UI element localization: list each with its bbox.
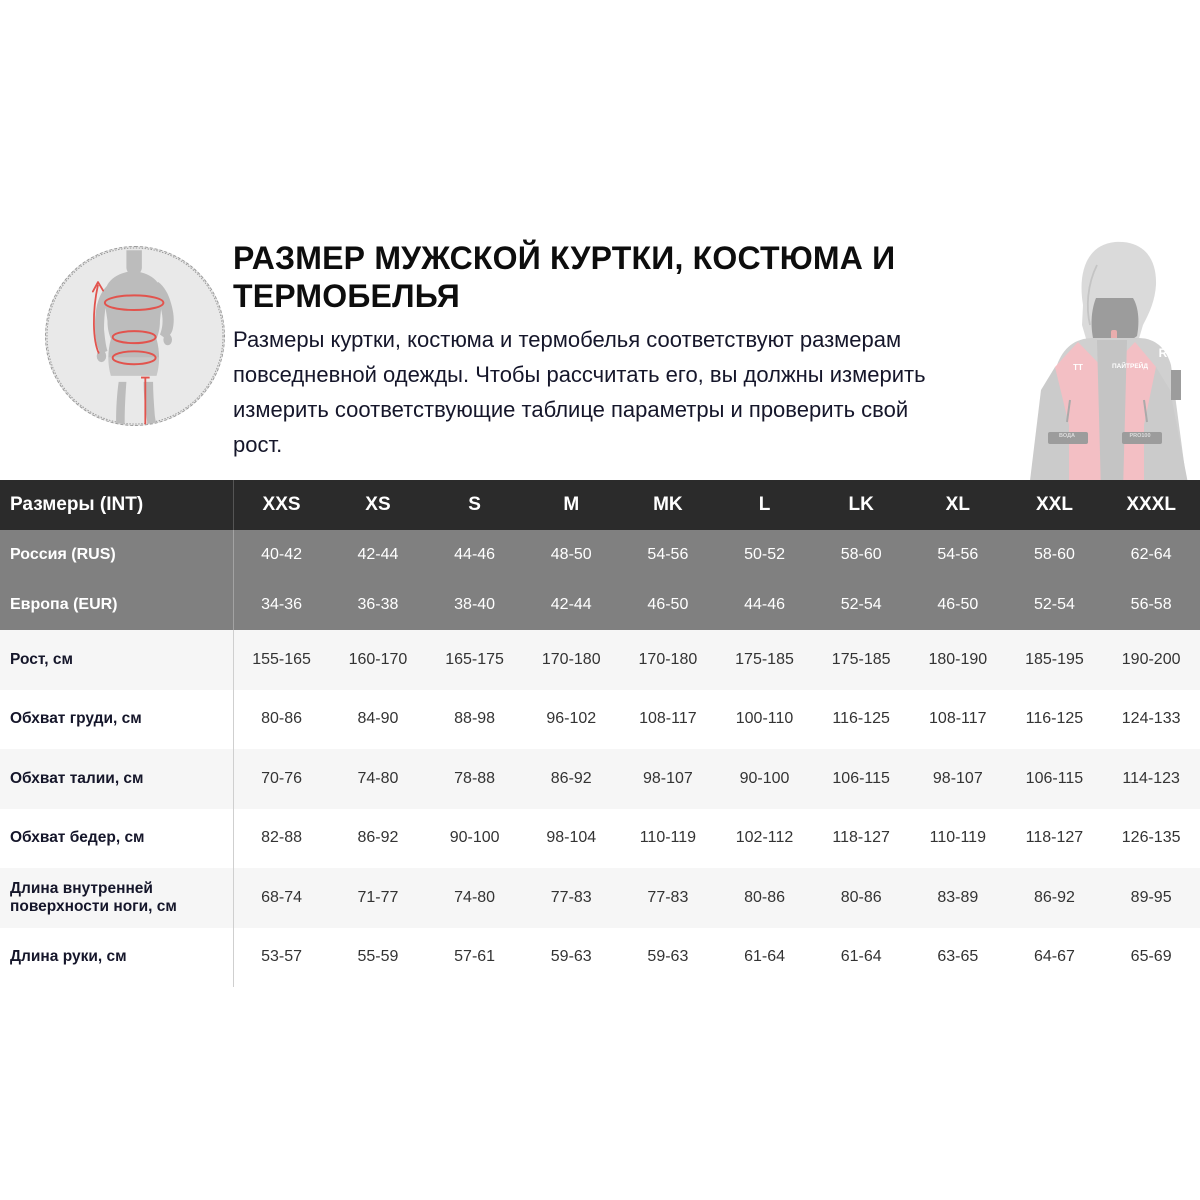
svg-text:ПАЙТРЕЙД: ПАЙТРЕЙД: [1112, 361, 1148, 370]
svg-text:PRO100: PRO100: [1129, 433, 1150, 439]
svg-text:ВОДА: ВОДА: [1059, 433, 1075, 439]
svg-text:ТТ: ТТ: [1073, 363, 1083, 372]
svg-text:R: R: [1159, 346, 1168, 360]
